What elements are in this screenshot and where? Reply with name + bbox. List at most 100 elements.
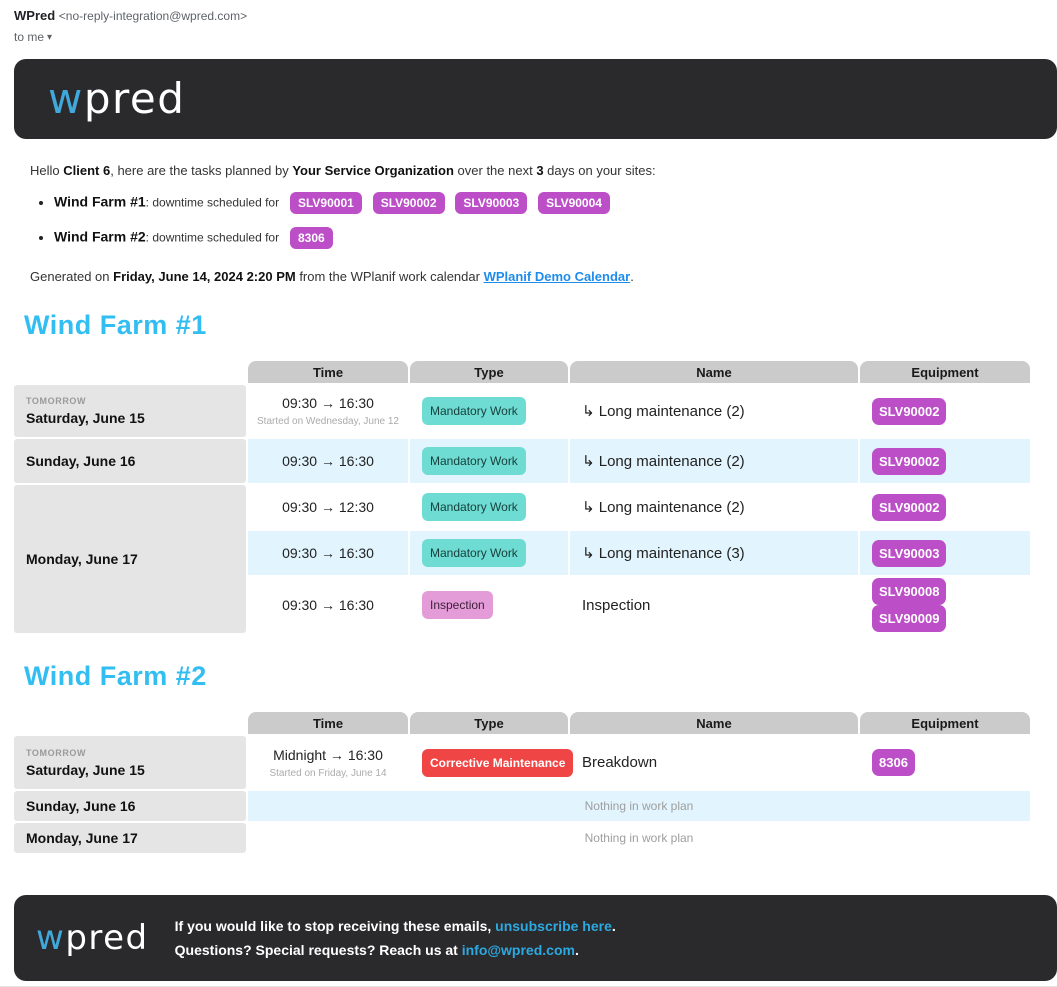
unsubscribe-line: If you would like to stop receiving thes…	[175, 914, 616, 939]
unsubscribe-link[interactable]: unsubscribe here	[495, 917, 612, 934]
to-me-dropdown[interactable]: to me ▾	[14, 30, 52, 44]
generated-post: .	[630, 269, 634, 284]
to-me-label: to me	[14, 30, 45, 44]
type-badge: Mandatory Work	[422, 539, 526, 567]
header-spacer	[14, 361, 246, 383]
farm2-title: Wind Farm #2	[24, 661, 207, 691]
equipment-tag: SLV90001	[289, 192, 362, 214]
table-row: Sunday, June 16 09:30 → 16:30 Mandatory …	[14, 439, 1030, 483]
equipment-badge: SLV90003	[872, 539, 947, 567]
equipment-badge: SLV90002	[872, 493, 947, 521]
type-badge: Inspection	[422, 591, 493, 619]
time-range: 09:30 → 16:30	[282, 545, 374, 561]
type-cell: Mandatory Work	[410, 531, 568, 575]
date-label: Sunday, June 16	[26, 798, 136, 814]
time-cell: 09:30 → 12:30	[248, 485, 408, 529]
sites-list: Wind Farm #1 : downtime scheduled for SLV…	[14, 192, 1057, 249]
time-range: 09:30 → 12:30	[282, 499, 374, 515]
time-cell: 09:30 → 16:30	[248, 439, 408, 483]
day-tag: TOMORROW	[26, 747, 87, 758]
equipment-cell: SLV90008SLV90009	[860, 577, 1030, 633]
type-cell: Mandatory Work	[410, 439, 568, 483]
time-range: 09:30 → 16:30	[282, 395, 374, 411]
type-badge: Mandatory Work	[422, 447, 526, 475]
time-note: Started on Wednesday, June 12	[257, 416, 399, 427]
equipment-cell: SLV90002	[860, 439, 1030, 483]
date-label: Monday, June 17	[26, 830, 138, 846]
table-row: 09:30 → 16:30 Inspection Inspection SLV9…	[14, 577, 1030, 633]
date-cell: Sunday, June 16	[14, 439, 246, 483]
table-row: TOMORROW Saturday, June 15 09:30 → 16:30…	[14, 385, 1030, 437]
equipment-tag: SLV90004	[538, 192, 610, 214]
wpred-logo: wpred	[48, 78, 185, 120]
header-spacer	[14, 712, 246, 734]
farm1-table: Time Type Name Equipment TOMORROW Saturd…	[12, 359, 1032, 635]
column-header-type: Type	[410, 712, 568, 734]
wpred-logo: wpred	[36, 921, 149, 955]
task-name-cell: ↳ Long maintenance (2)	[570, 485, 858, 529]
equipment-badge: SLV90002	[872, 397, 947, 425]
days-count: 3	[536, 163, 544, 178]
footer-text: If you would like to stop receiving thes…	[175, 914, 616, 963]
unsubscribe-post: .	[611, 917, 616, 934]
email-meta: WPred <no-reply-integration@wpred.com> t…	[0, 0, 1057, 46]
generated-timestamp: Friday, June 14, 2024 2:20 PM	[113, 269, 296, 284]
column-header-type: Type	[410, 361, 568, 383]
logo-w: w	[48, 74, 84, 123]
farm1-header-row: Time Type Name Equipment	[14, 361, 1030, 383]
task-name-cell: ↳ Long maintenance (2)	[570, 385, 858, 437]
type-cell: Inspection	[410, 577, 568, 633]
type-badge: Mandatory Work	[422, 493, 526, 521]
site-item-wind-farm-2: Wind Farm #2: downtime scheduled for 830…	[54, 227, 1057, 249]
equipment-cell: SLV90002	[860, 385, 1030, 437]
contact-line: Questions? Special requests? Reach us at…	[175, 938, 616, 963]
time-note: Started on Friday, June 14	[269, 767, 387, 779]
greeting-post: days on your sites:	[543, 163, 656, 178]
site-name: Wind Farm #2	[54, 228, 146, 245]
type-badge: Mandatory Work	[422, 397, 526, 425]
greeting-mid2: over the next	[453, 163, 537, 178]
equipment-cell: SLV90003	[860, 531, 1030, 575]
task-name-cell: Breakdown	[570, 736, 858, 789]
unsubscribe-pre: If you would like to stop receiving thes…	[174, 917, 496, 934]
equipment-badge: SLV90002	[872, 447, 947, 475]
brand-footer: wpred If you would like to stop receivin…	[14, 895, 1057, 981]
date-label: Sunday, June 16	[26, 453, 136, 469]
column-header-name: Name	[570, 712, 858, 734]
time-range: 09:30 → 16:30	[282, 597, 374, 613]
date-label: Saturday, June 15	[26, 761, 145, 778]
client-name: Client 6	[63, 163, 111, 178]
logo-pred: pred	[65, 918, 149, 958]
type-cell: Mandatory Work	[410, 385, 568, 437]
equipment-badge: 8306	[872, 749, 915, 776]
time-cell: 09:30 → 16:30	[248, 531, 408, 575]
generated-pre: Generated on	[30, 269, 114, 284]
date-cell: TOMORROW Saturday, June 15	[14, 736, 246, 789]
time-cell: Midnight → 16:30 Started on Friday, June…	[248, 736, 408, 789]
time-range: 09:30 → 16:30	[282, 453, 374, 469]
date-cell: TOMORROW Saturday, June 15	[14, 385, 246, 437]
sender-name: WPred	[14, 8, 56, 23]
table-row: Sunday, June 16 Nothing in work plan	[14, 791, 1030, 821]
column-header-name: Name	[570, 361, 858, 383]
greeting-mid1: , here are the tasks planned by	[110, 163, 293, 178]
equipment-cell: 8306	[860, 736, 1030, 789]
time-cell: 09:30 → 16:30 Started on Wednesday, June…	[248, 385, 408, 437]
sender-line: WPred <no-reply-integration@wpred.com>	[14, 8, 1057, 23]
column-header-equipment: Equipment	[860, 361, 1030, 383]
equipment-badge: SLV90009	[872, 605, 947, 632]
site-label: : downtime scheduled for	[145, 230, 280, 245]
equipment-tag: SLV90003	[455, 192, 528, 214]
table-row: TOMORROW Saturday, June 15 Midnight → 16…	[14, 736, 1030, 789]
contact-email-link[interactable]: info@wpred.com	[461, 942, 575, 958]
equipment-badge: SLV90008	[872, 578, 947, 605]
equipment-tag: 8306	[289, 227, 333, 249]
logo-w: w	[36, 918, 66, 958]
task-name-cell: Inspection	[570, 577, 858, 633]
contact-pre: Questions? Special requests? Reach us at	[174, 942, 462, 958]
date-label: Saturday, June 15	[26, 410, 145, 426]
wplanif-calendar-link[interactable]: WPlanif Demo Calendar	[483, 269, 631, 284]
site-name: Wind Farm #1	[54, 193, 146, 210]
brand-header: wpred	[14, 59, 1057, 139]
table-row: 09:30 → 16:30 Mandatory Work ↳ Long main…	[14, 531, 1030, 575]
